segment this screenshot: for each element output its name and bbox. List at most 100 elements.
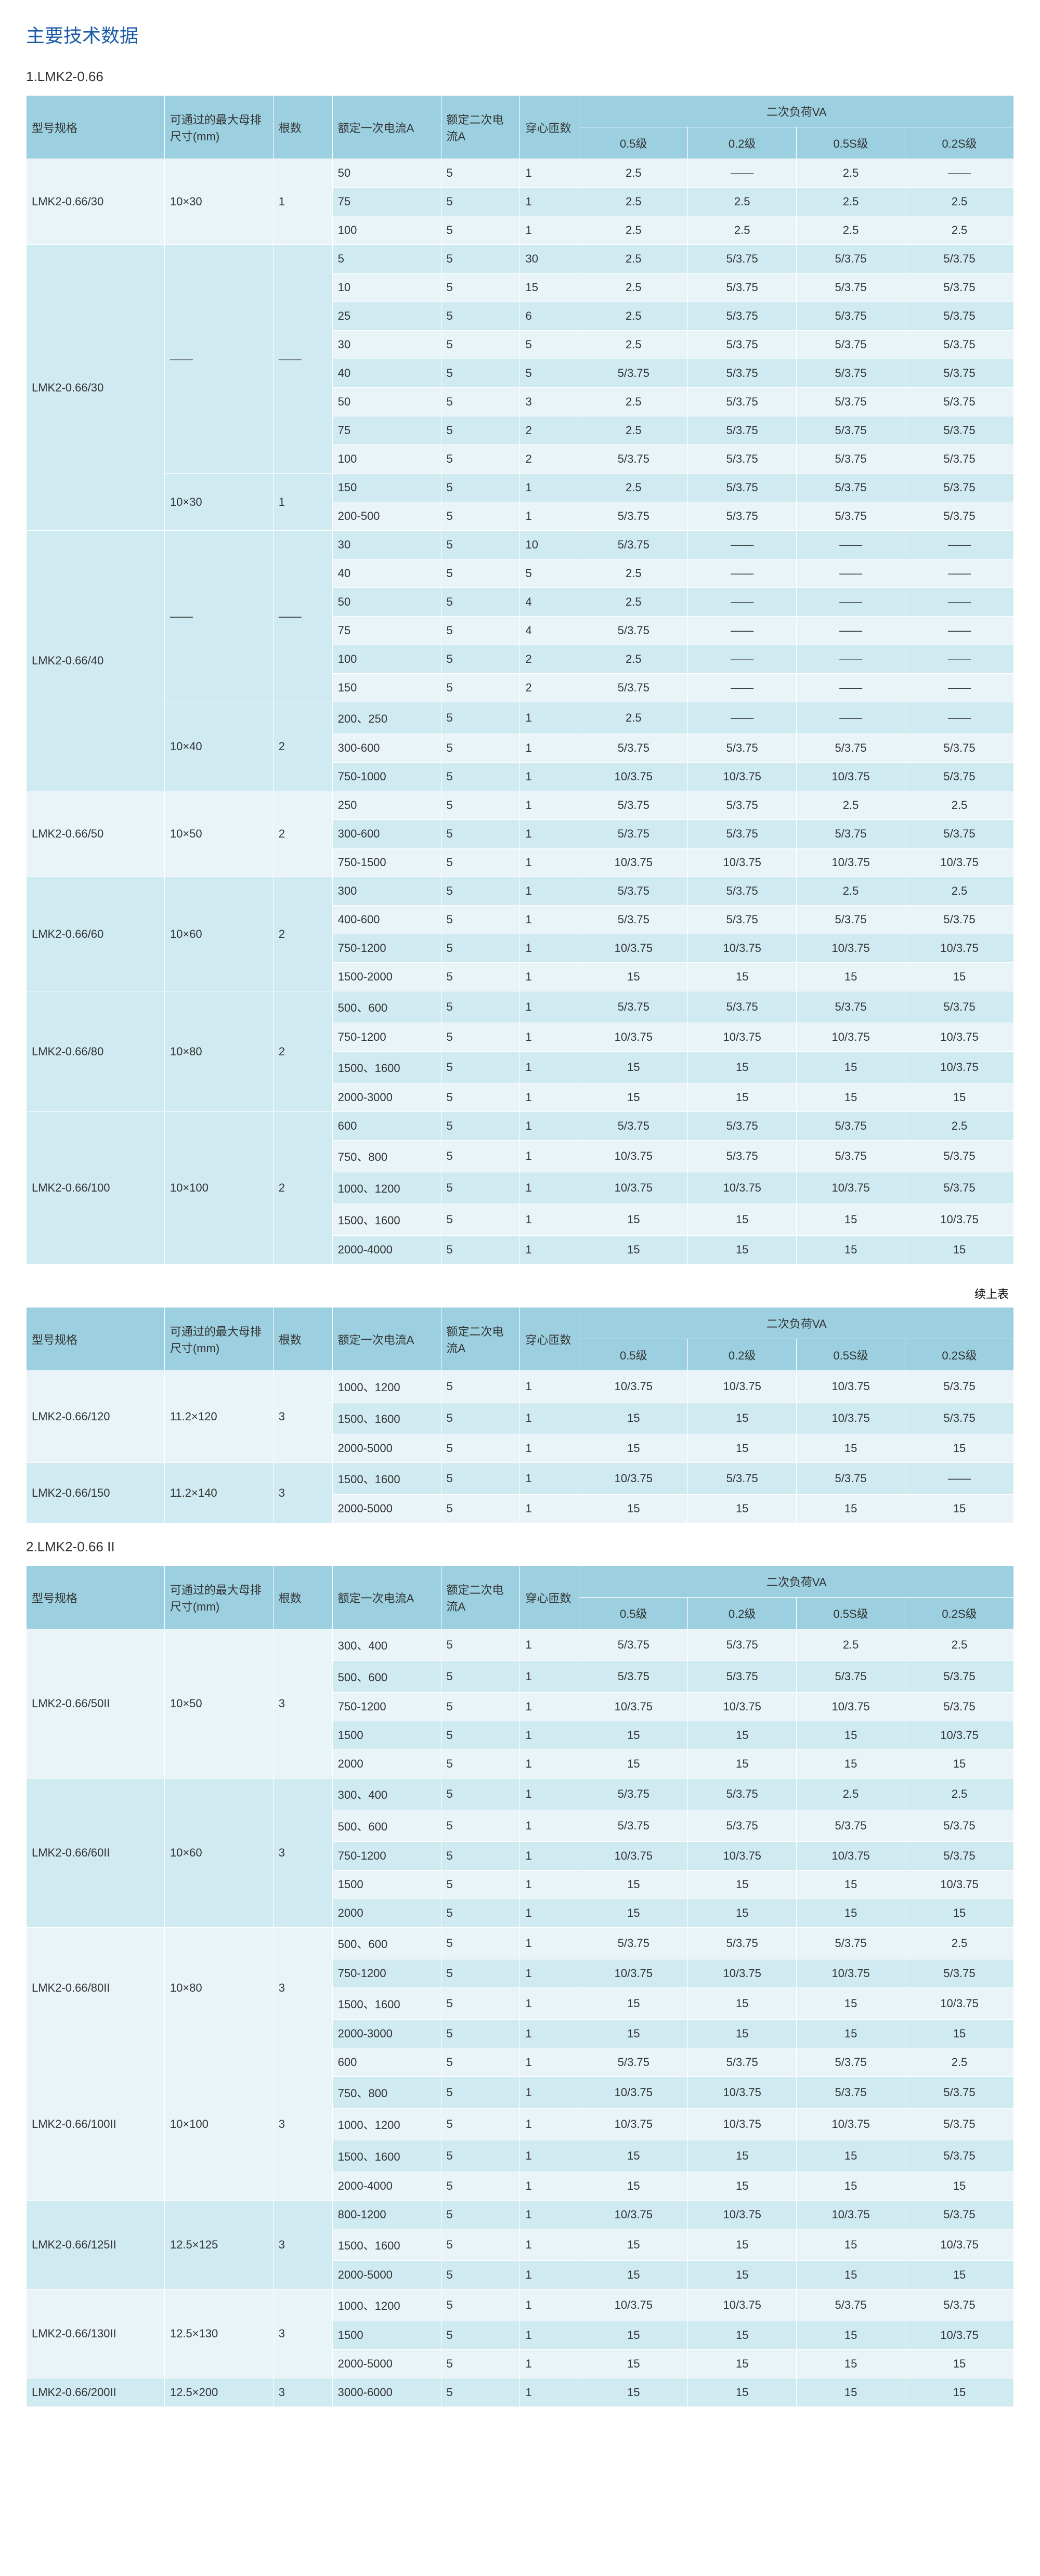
table-row: LMK2-0.66/30————55302.55/3.755/3.755/3.7… [27, 245, 1014, 273]
table-cell: 15 [797, 2140, 905, 2172]
table-cell: 5/3.75 [905, 2077, 1014, 2109]
th-g02: 0.2级 [688, 1339, 797, 1371]
table-cell: 4 [520, 588, 579, 617]
table-cell: 10/3.75 [797, 1023, 905, 1052]
table-cell: 15 [688, 2229, 797, 2261]
th-g02: 0.2级 [688, 1598, 797, 1629]
table-1b: 型号规格 可通过的最大母排尺寸(mm) 根数 额定一次电流A 额定二次电流A 穿… [26, 1307, 1014, 1523]
table-cell: 10/3.75 [579, 1172, 688, 1204]
table-cell: 2.5 [797, 1779, 905, 1810]
table-cell: 5/3.75 [688, 474, 797, 502]
table-cell: 5 [441, 1750, 520, 1779]
th-load: 二次负荷VA [579, 1566, 1014, 1598]
table-cell: 1 [520, 1629, 579, 1661]
table-cell: 5/3.75 [905, 1842, 1014, 1871]
table-cell: 750-1200 [332, 1959, 441, 1988]
table-cell: 2.5 [797, 791, 905, 820]
table-cell: 400-600 [332, 906, 441, 934]
table-cell: 2.5 [797, 877, 905, 906]
table-cell: 5/3.75 [688, 359, 797, 388]
table-cell: 5 [441, 2290, 520, 2321]
table-cell: 75 [332, 617, 441, 645]
table-cell: 15 [688, 2261, 797, 2290]
table-cell: 5/3.75 [579, 359, 688, 388]
table-cell: 10/3.75 [797, 763, 905, 791]
table-cell: 3000-6000 [332, 2378, 441, 2407]
table-cell: 5/3.75 [905, 502, 1014, 531]
table-cell: 11.2×120 [164, 1371, 273, 1463]
th-busbar: 可通过的最大母排尺寸(mm) [164, 1307, 273, 1371]
table-cell: 1 [520, 2140, 579, 2172]
table-cell: —— [905, 559, 1014, 588]
table-cell: 1 [520, 1721, 579, 1750]
section1-label: 1.LMK2-0.66 [26, 69, 1014, 85]
table-cell: 5 [441, 2261, 520, 2290]
table-cell: 2.5 [688, 188, 797, 216]
table-row: LMK2-0.66/15011.2×14031500、16005110/3.75… [27, 1463, 1014, 1495]
table-cell: 10×100 [164, 1112, 273, 1264]
table-cell: 1 [520, 906, 579, 934]
table-cell: 5/3.75 [905, 416, 1014, 445]
th-g05: 0.5级 [579, 1598, 688, 1629]
table-cell: 5/3.75 [579, 734, 688, 763]
table-cell: 5/3.75 [797, 1112, 905, 1141]
table-cell: 15 [905, 2378, 1014, 2407]
table-cell: 2000 [332, 1750, 441, 1779]
table-cell: 5/3.75 [797, 388, 905, 416]
table-cell: 2.5 [579, 474, 688, 502]
table-cell: 10/3.75 [579, 2077, 688, 2109]
table-cell: 1 [520, 1810, 579, 1842]
table-cell: 5 [441, 1463, 520, 1495]
table-cell: 2.5 [905, 188, 1014, 216]
table-cell: 5 [441, 388, 520, 416]
table-cell: 1 [520, 1371, 579, 1403]
table-cell: 5 [441, 1988, 520, 2020]
table-cell: 600 [332, 1112, 441, 1141]
table-cell: 5/3.75 [688, 245, 797, 273]
table-cell: 10/3.75 [579, 2290, 688, 2321]
table-cell: 5/3.75 [579, 1112, 688, 1141]
table-cell: 15 [797, 2229, 905, 2261]
table-cell: 1 [520, 1463, 579, 1495]
table-cell: 15 [579, 2020, 688, 2048]
table-cell: 300-600 [332, 734, 441, 763]
table-cell: 2.5 [905, 877, 1014, 906]
table-cell: 5/3.75 [797, 906, 905, 934]
table-cell: 5 [441, 1629, 520, 1661]
table-cell: 1500、1600 [332, 1463, 441, 1495]
table-cell: 15 [797, 1721, 905, 1750]
table-cell: 1 [520, 1495, 579, 1523]
table-cell: 1 [520, 2201, 579, 2229]
table-cell: 5/3.75 [797, 1141, 905, 1172]
table-cell: 15 [797, 1899, 905, 1928]
table-cell: 5/3.75 [579, 1779, 688, 1810]
table-2: 型号规格 可通过的最大母排尺寸(mm) 根数 额定一次电流A 额定二次电流A 穿… [26, 1565, 1014, 2407]
table-cell: 3 [273, 2048, 332, 2201]
table-cell: 5/3.75 [579, 906, 688, 934]
table-cell: 5/3.75 [905, 1172, 1014, 1204]
th-secondary: 额定二次电流A [441, 1566, 520, 1629]
table-cell: 5 [441, 188, 520, 216]
table-cell: 300 [332, 877, 441, 906]
th-roots: 根数 [273, 1307, 332, 1371]
table-cell: 15 [579, 1236, 688, 1264]
table-cell: LMK2-0.66/150 [27, 1463, 165, 1523]
table-cell: 2.5 [579, 588, 688, 617]
table-cell: 5/3.75 [797, 1810, 905, 1842]
table-cell: 1000、1200 [332, 2109, 441, 2140]
table-cell: 15 [688, 2172, 797, 2201]
table-cell: 10/3.75 [797, 1693, 905, 1721]
table-cell: 15 [688, 1495, 797, 1523]
table-row: LMK2-0.66/60II10×603300、400515/3.755/3.7… [27, 1779, 1014, 1810]
table-cell: 15 [579, 2229, 688, 2261]
table-cell: 4 [520, 617, 579, 645]
table-cell: 10/3.75 [579, 934, 688, 963]
table-cell: 15 [579, 963, 688, 991]
table-cell: 5/3.75 [579, 791, 688, 820]
table-cell: 2 [273, 991, 332, 1112]
table-cell: 10/3.75 [579, 1141, 688, 1172]
table-cell: 800-1200 [332, 2201, 441, 2229]
table-cell: 1 [520, 2172, 579, 2201]
table-cell: 1 [520, 502, 579, 531]
table-cell: 5/3.75 [579, 617, 688, 645]
